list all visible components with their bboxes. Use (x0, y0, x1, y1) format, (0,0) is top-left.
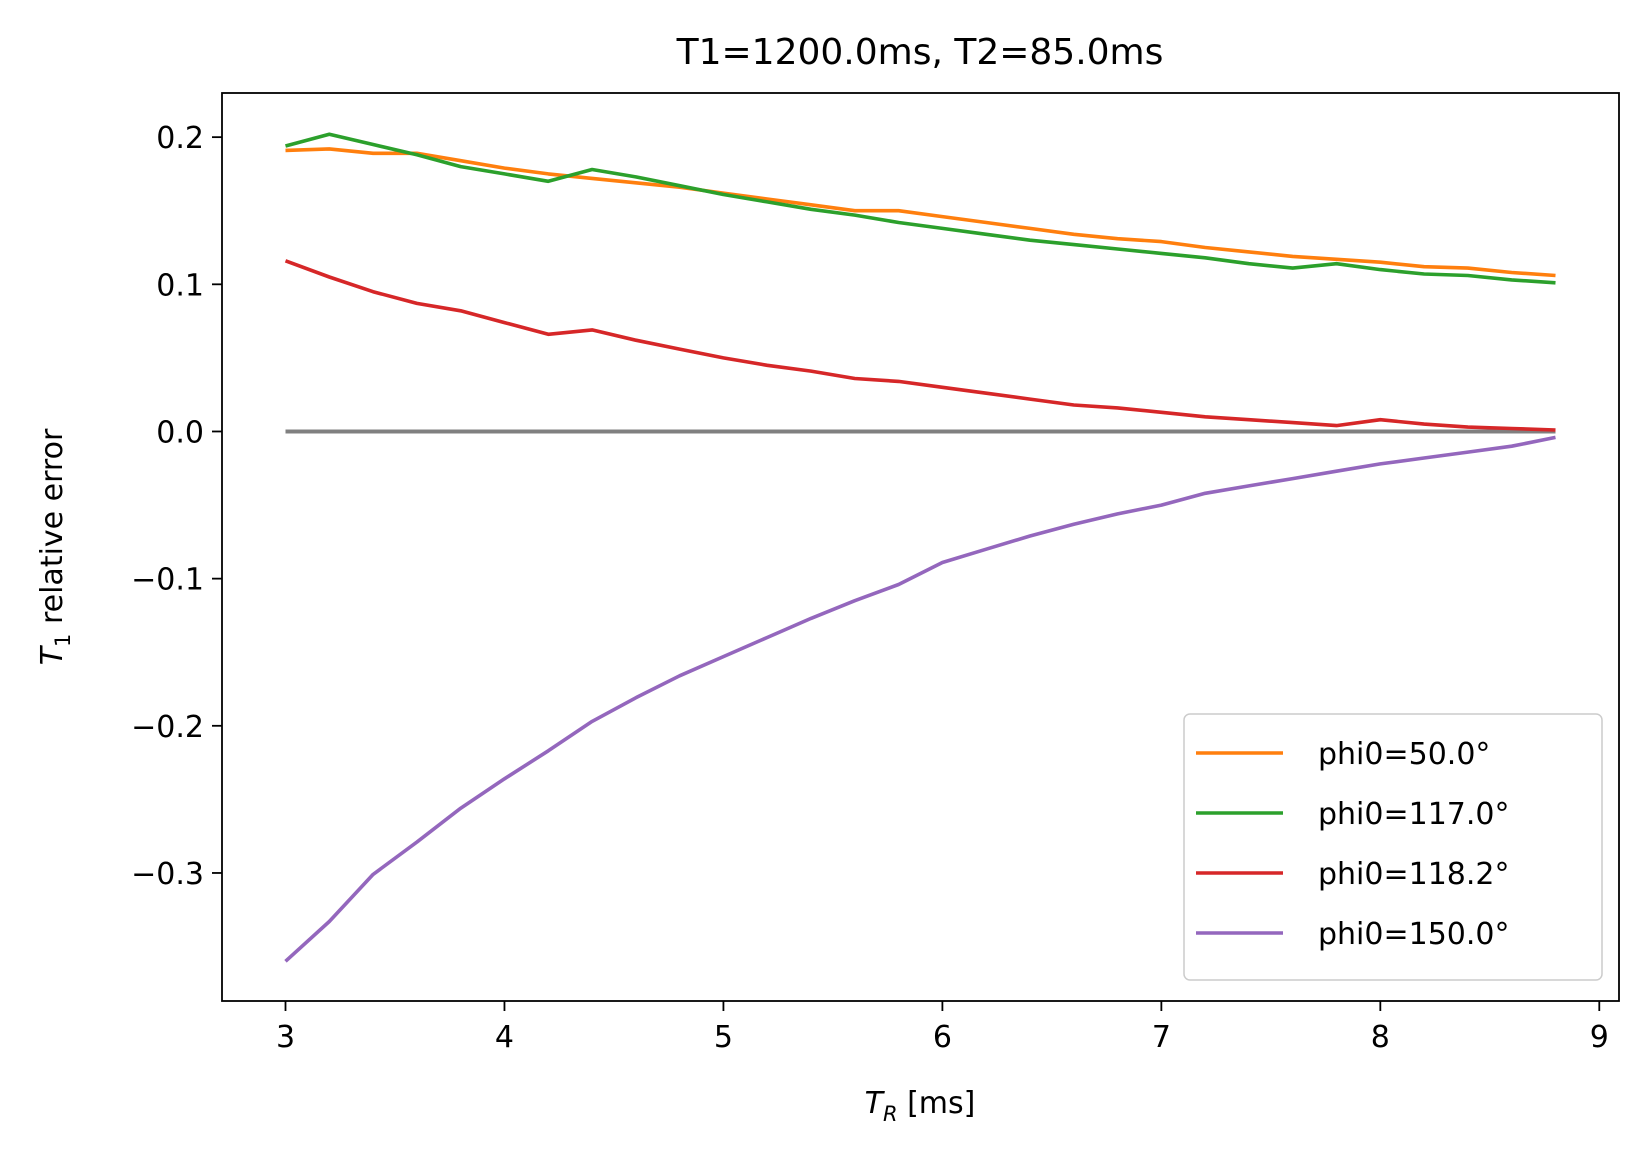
x-axis-label-text: [ms] (907, 1086, 975, 1121)
y-axis: 0.2 0.1 0.0 −0.1 −0.2 −0.3 (131, 121, 222, 892)
x-tick-label: 4 (495, 1020, 514, 1055)
x-axis: 3 4 5 6 7 8 9 (276, 1001, 1609, 1055)
x-tick-label: 6 (933, 1020, 952, 1055)
legend-label-phi0-150-0: phi0=150.0° (1318, 917, 1510, 952)
legend-label-phi0-50-0: phi0=50.0° (1318, 737, 1490, 772)
x-tick-label: 5 (714, 1020, 733, 1055)
y-tick-label: −0.2 (131, 710, 204, 745)
x-axis-label-space (898, 1086, 908, 1121)
series-line-phi0-50-0 (285, 147, 1556, 278)
y-axis-label-space (35, 624, 70, 634)
x-tick-label: 7 (1152, 1020, 1171, 1055)
x-axis-label-subscript: R (883, 1102, 898, 1126)
y-tick-label: 0.1 (156, 268, 204, 303)
plot-area (284, 132, 1556, 963)
y-tick-label: −0.3 (131, 857, 204, 892)
legend-label-phi0-118-2: phi0=118.2° (1318, 857, 1510, 892)
y-tick-label: 0.0 (156, 415, 204, 450)
y-axis-label-subscript: 1 (51, 634, 75, 647)
legend: phi0=50.0° phi0=117.0° phi0=118.2° phi0=150… (1183, 713, 1603, 981)
y-axis-label-symbol: T (35, 644, 70, 665)
series-line-phi0-150-0 (284, 435, 1556, 963)
x-tick-label: 3 (276, 1020, 295, 1055)
x-axis-label: TR [ms] (865, 1086, 976, 1126)
chart-title: T1=1200.0ms, T2=85.0ms (676, 32, 1164, 73)
x-axis-label-symbol: T (865, 1086, 886, 1121)
y-axis-label: T1 relative error (35, 428, 75, 665)
x-tick-label: 8 (1371, 1020, 1390, 1055)
series-line-phi0-118-2 (284, 259, 1556, 432)
x-tick-label: 9 (1590, 1020, 1609, 1055)
y-tick-label: 0.2 (156, 121, 204, 156)
legend-box (1183, 713, 1603, 981)
legend-label-phi0-117-0: phi0=117.0° (1318, 797, 1510, 832)
y-tick-label: −0.1 (131, 563, 204, 598)
axes-frame (221, 92, 1620, 1002)
y-axis-label-text: relative error (35, 428, 70, 624)
series-line-phi0-117-0 (285, 132, 1556, 285)
